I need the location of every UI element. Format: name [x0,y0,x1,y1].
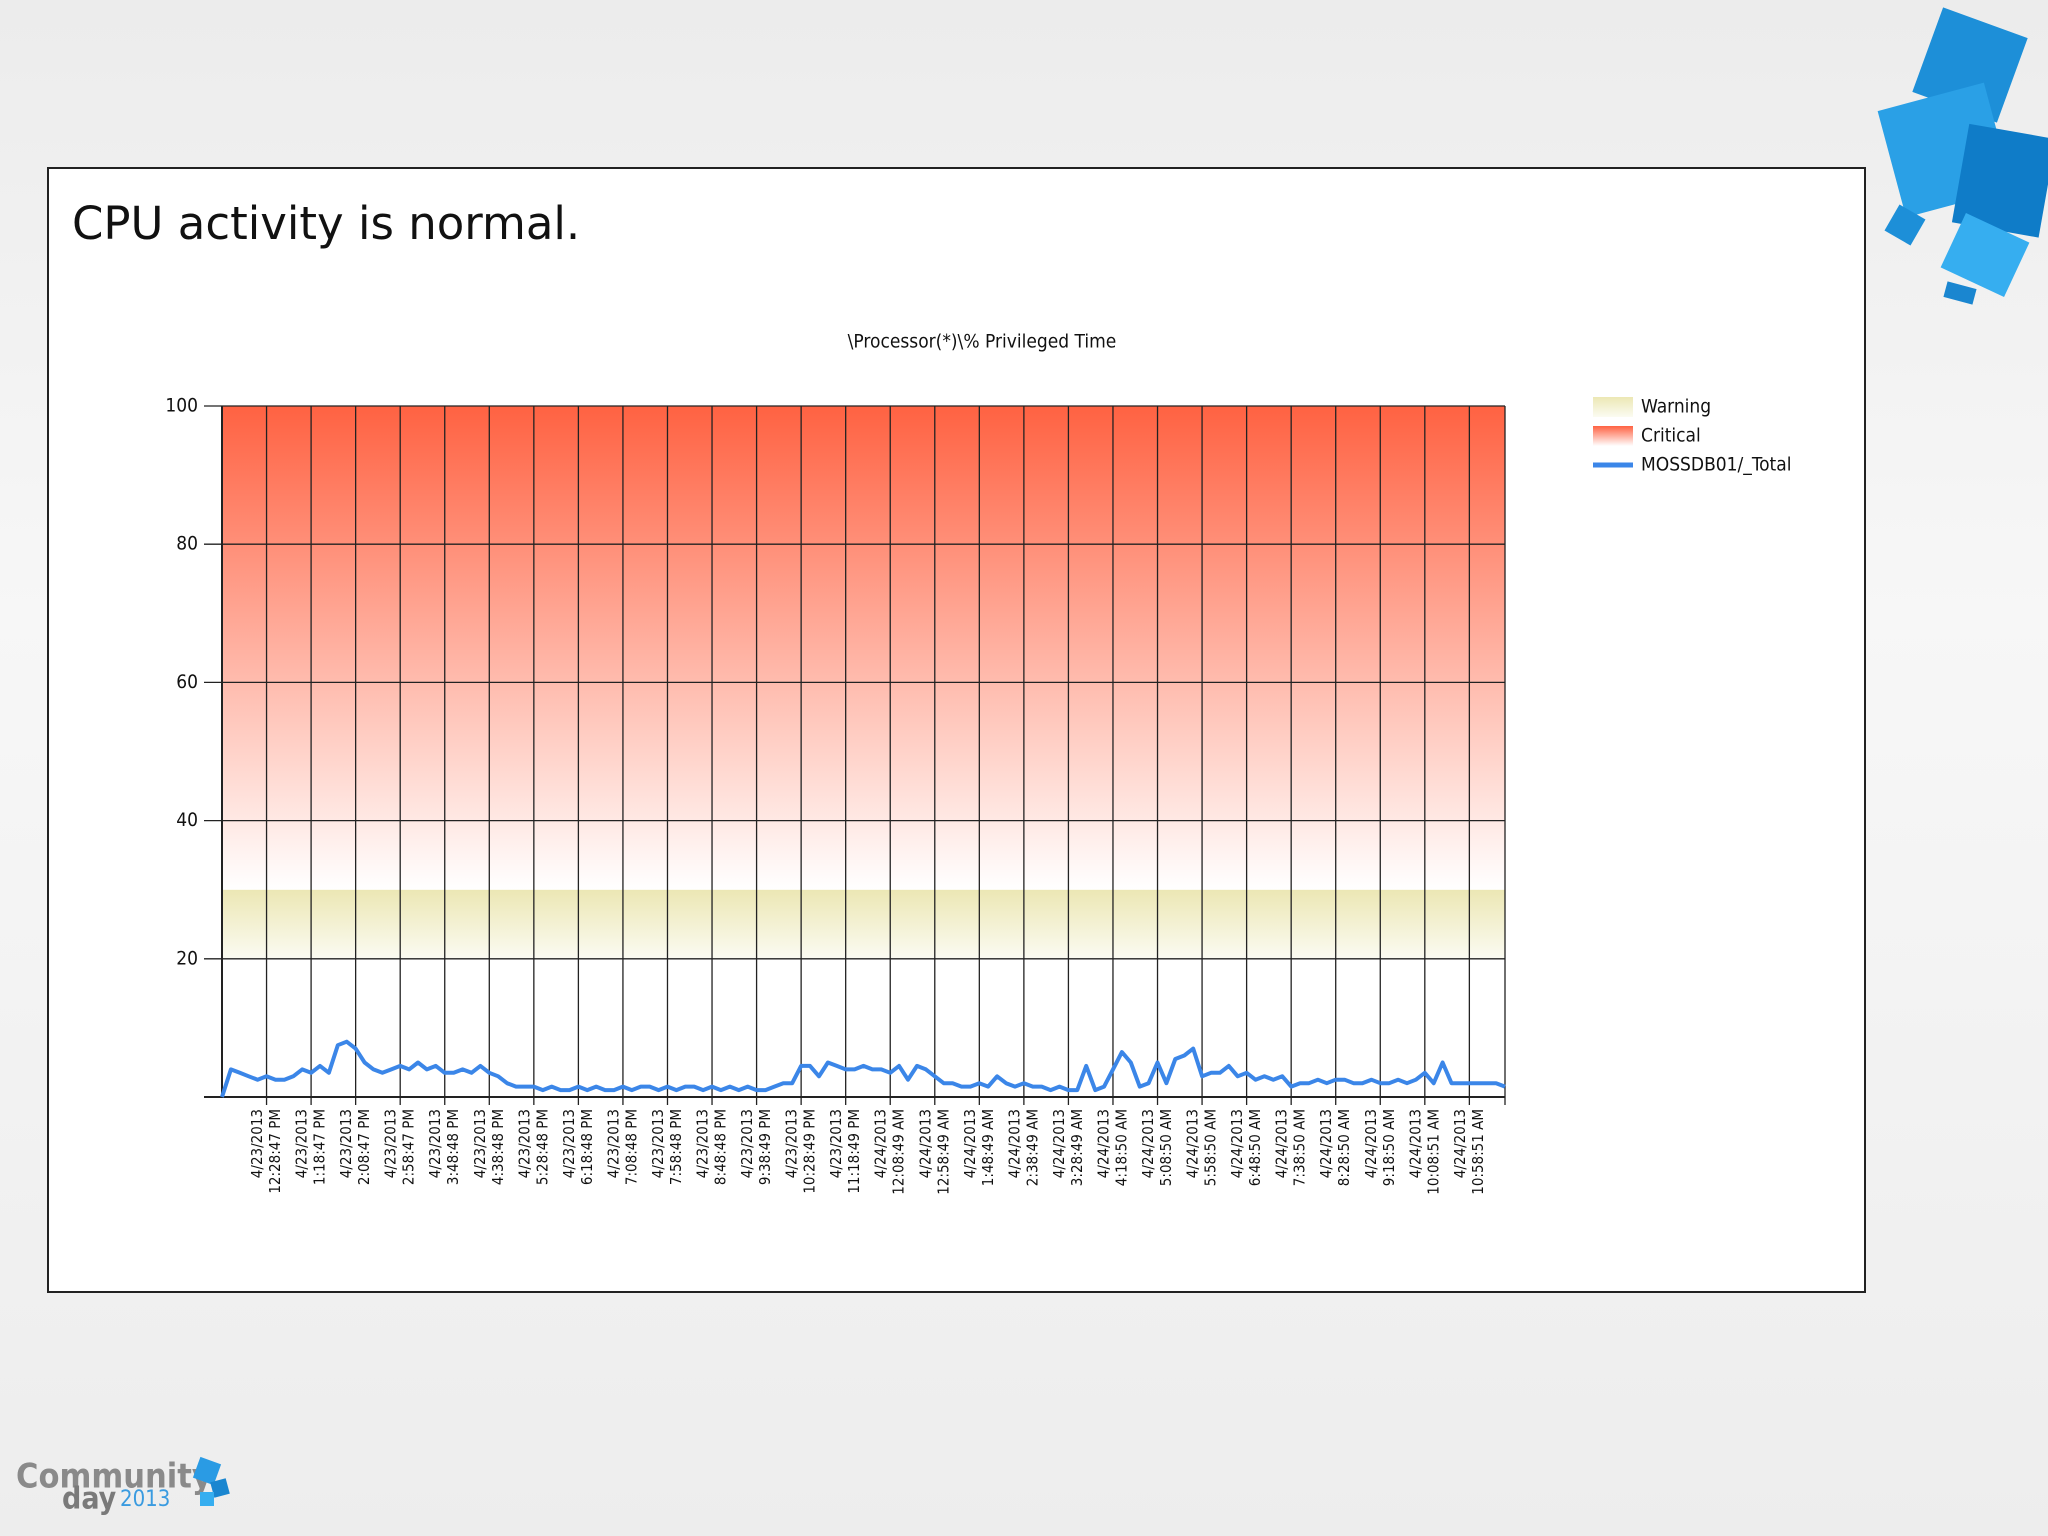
x-tick-label: 4/24/2013 [916,1109,934,1178]
x-tick-label: 4/23/2013 [604,1109,622,1178]
legend-label: Critical [1641,425,1701,447]
x-tick-label: 4/23/2013 [471,1109,489,1178]
x-tick-label: 2:38:49 AM [1023,1109,1041,1186]
x-tick-label: 10:08:51 AM [1424,1109,1442,1195]
x-tick-label: 4/24/2013 [961,1109,979,1178]
y-tick-label: 100 [165,395,198,417]
logo-line1: Community [16,1457,212,1497]
legend-swatch [1593,426,1633,446]
x-tick-label: 8:28:50 AM [1335,1109,1353,1186]
x-tick-label: 4/24/2013 [1451,1109,1469,1178]
x-tick-label: 2:58:47 PM [400,1109,418,1185]
x-tick-label: 3:28:49 AM [1068,1109,1086,1186]
x-tick-label: 6:48:50 AM [1246,1109,1264,1186]
x-tick-label: 4/24/2013 [1184,1109,1202,1178]
legend-label: MOSSDB01/_Total [1641,454,1791,476]
x-tick-label: 4/24/2013 [1094,1109,1112,1178]
threshold-band [222,889,1505,959]
x-tick-label: 3:48:48 PM [444,1109,462,1185]
x-tick-label: 12:28:47 PM [266,1109,284,1194]
decor-cubes [1877,7,2048,305]
x-tick-label: 12:08:49 AM [890,1109,908,1195]
x-tick-label: 10:58:51 AM [1469,1109,1487,1195]
x-tick-label: 5:28:48 PM [533,1109,551,1185]
x-tick-label: 4/24/2013 [1228,1109,1246,1178]
x-tick-label: 11:18:49 PM [845,1109,863,1194]
x-tick-label: 7:08:48 PM [622,1109,640,1185]
x-tick-label: 5:08:50 AM [1157,1109,1175,1186]
logo-line2: day [62,1482,117,1517]
x-tick-label: 1:48:49 AM [979,1109,997,1186]
x-tick-label: 9:18:50 AM [1380,1109,1398,1186]
plot: 4/23/2013 12:28:47 PM 4/23/2013 1:18:47 PM 4… [165,395,1791,1195]
x-tick-label: 6:18:48 PM [578,1109,596,1185]
x-tick-label: 8:48:48 PM [712,1109,730,1185]
x-tick-label: 5:58:50 AM [1202,1109,1220,1186]
threshold-band [222,406,1505,890]
x-tick-label: 4/23/2013 [515,1109,533,1178]
x-tick-label: 7:38:50 AM [1291,1109,1309,1186]
x-tick-label: 4/24/2013 [1406,1109,1424,1178]
legend-label: Warning [1641,396,1711,418]
x-tick-label: 7:58:48 PM [667,1109,685,1185]
x-tick-label: 4/24/2013 [872,1109,890,1178]
x-tick-label: 10:28:49 PM [801,1109,819,1194]
data-line [220,1039,1506,1098]
x-tick-label: 4/23/2013 [382,1109,400,1178]
x-tick-label: 4/23/2013 [293,1109,311,1178]
x-tick-label: 4/23/2013 [248,1109,266,1178]
x-tick-label: 4/23/2013 [337,1109,355,1178]
x-tick-label: 4/23/2013 [426,1109,444,1178]
logo-year: 2013 [120,1487,170,1512]
y-tick-label: 20 [176,947,198,969]
legend-swatch [1593,397,1633,417]
x-tick-label: 4/23/2013 [827,1109,845,1178]
x-tick-label: 4/24/2013 [1005,1109,1023,1178]
x-tick-label: 9:38:49 PM [756,1109,774,1185]
x-tick-label: 4/24/2013 [1362,1109,1380,1178]
chart-title: \Processor(*)\% Privileged Time [848,331,1117,353]
x-tick-label: 4/23/2013 [649,1109,667,1178]
x-tick-label: 4/23/2013 [738,1109,756,1178]
y-tick-label: 80 [176,533,198,555]
x-tick-label: 4/23/2013 [694,1109,712,1178]
x-tick-label: 4:18:50 AM [1112,1109,1130,1186]
x-tick-label: 4/23/2013 [560,1109,578,1178]
x-tick-label: 4/24/2013 [1050,1109,1068,1178]
x-tick-label: 4:38:48 PM [489,1109,507,1185]
x-tick-label: 4/24/2013 [1273,1109,1291,1178]
x-tick-label: 4/24/2013 [1317,1109,1335,1178]
y-tick-label: 40 [176,809,198,831]
x-tick-label: 12:58:49 AM [934,1109,952,1195]
heading: CPU activity is normal. [72,197,580,250]
x-tick-label: 2:08:47 PM [355,1109,373,1185]
logo: Community day 2013 [16,1457,230,1517]
y-tick-label: 60 [176,671,198,693]
x-tick-label: 4/23/2013 [783,1109,801,1178]
x-tick-label: 4/24/2013 [1139,1109,1157,1178]
x-tick-label: 1:18:47 PM [311,1109,329,1185]
